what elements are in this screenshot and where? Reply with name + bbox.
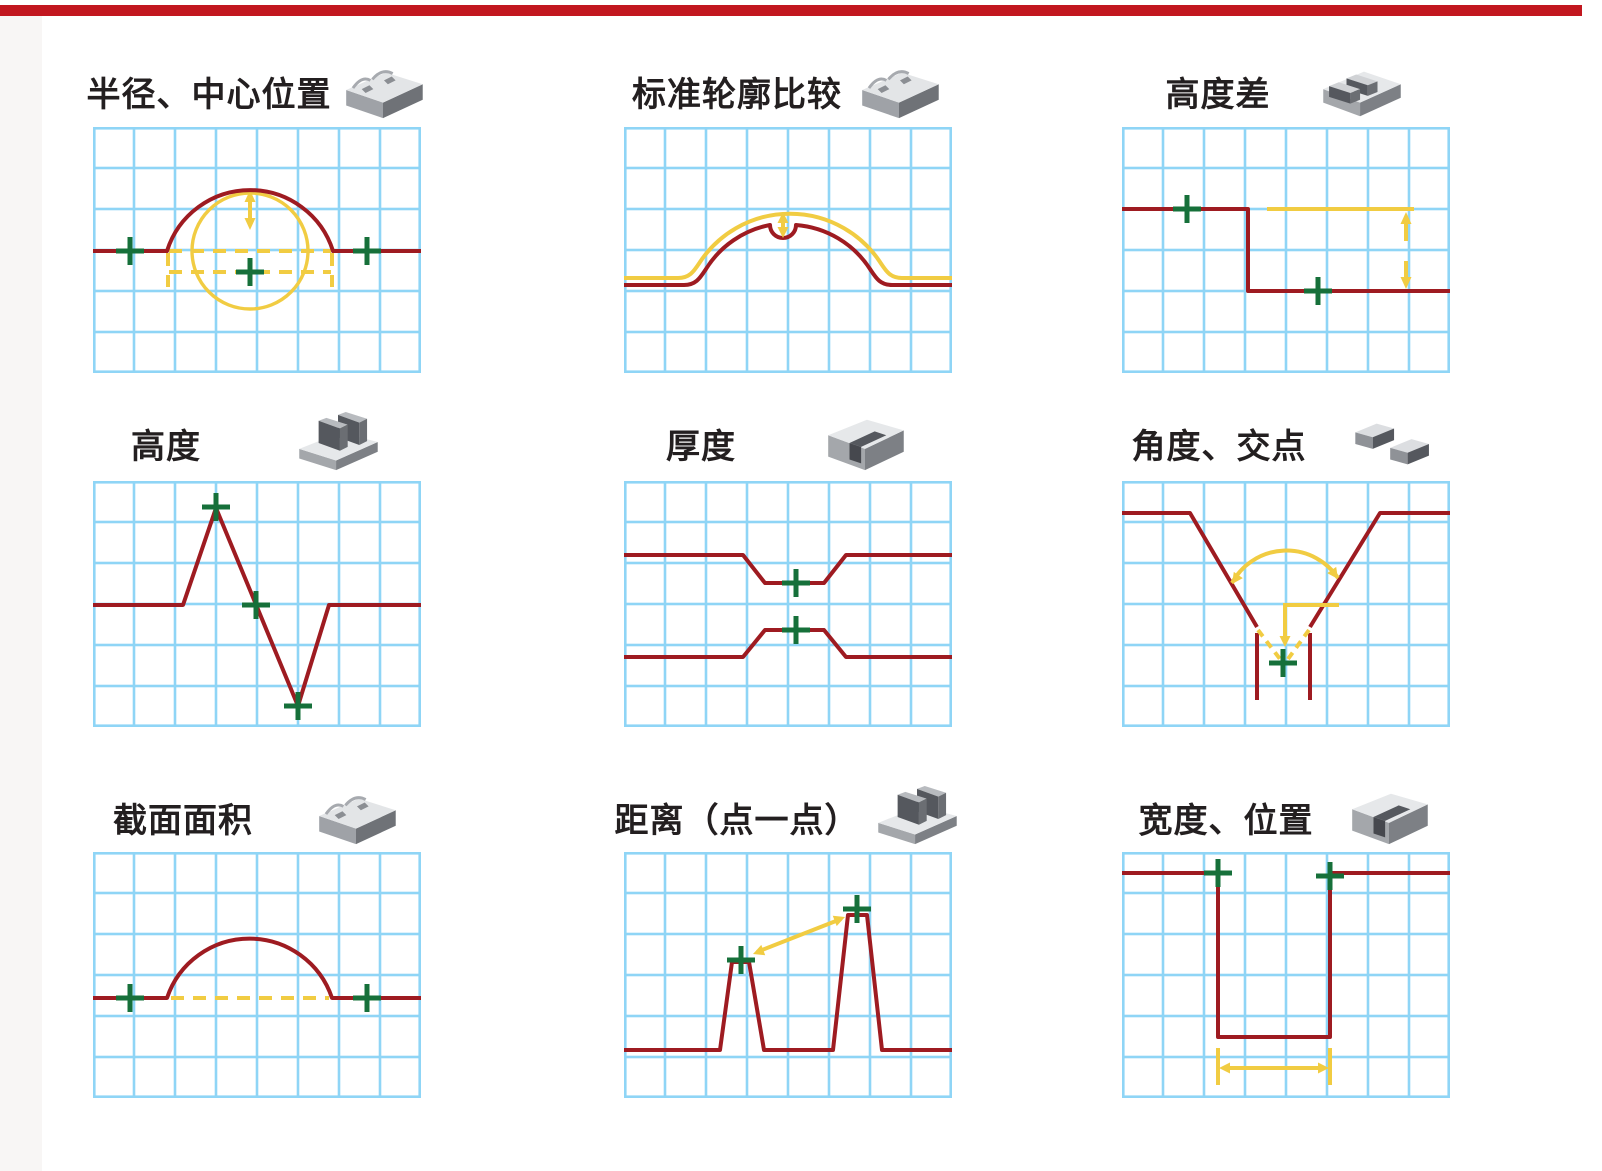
panel-header-thickness: 厚度 [624,410,952,476]
intersection-pointer [1256,603,1339,661]
panel-grid-cross-section-area [93,852,421,1098]
profile-trace [1122,871,1450,1039]
panel-grid-distance-point-point [624,852,952,1098]
fin-block-icon [293,412,383,474]
grid-background [624,852,952,1098]
panel-title: 角度、交点 [1131,427,1307,466]
panel-title: 截面面积 [113,801,253,840]
panel-grid-angle-intersection [1122,481,1450,727]
grid-background [1122,852,1450,1098]
wave-block-icon [311,786,401,848]
measure-point-markers [1204,859,1344,890]
slot-block-icon [1344,786,1434,848]
panel-header-height: 高度 [93,410,421,476]
panel-title: 高度差 [1165,75,1271,114]
profile-trace [93,188,421,253]
distance-arrow [753,915,845,956]
angle-arc-arrow [1230,548,1340,584]
panel-title: 标准轮廓比较 [632,75,842,114]
panel-title: 半径、中心位置 [86,75,332,114]
measurement-annotations [166,190,334,311]
panel-title: 厚度 [666,427,736,466]
deviation-arrow [777,212,789,238]
reference-profile [624,211,952,280]
grid-background [93,852,421,1098]
panel-header-angle-intersection: 角度、交点 [1122,410,1450,476]
measure-point-markers [782,569,810,644]
grid-background [624,481,952,727]
panel-header-distance-point-point: 距离（点一点） [615,784,952,850]
fin-block-icon [872,786,962,848]
page-accent-bar [0,5,1582,16]
grid-background [1122,127,1450,373]
panel-header-profile-compare: 标准轮廓比较 [624,58,952,124]
measure-point-markers [727,895,871,974]
height-difference-arrows [1267,207,1414,289]
page-left-margin [0,16,42,1171]
wave-block-icon [854,60,944,122]
grid-background [624,127,952,373]
step-block-icon [1317,60,1407,122]
profile-trace [624,913,952,1052]
profile-trace [93,936,421,1000]
panel-header-radius-center: 半径、中心位置 [87,58,421,124]
panel-grid-profile-compare [624,127,952,373]
measure-point-markers [1173,195,1332,305]
panel-header-cross-section-area: 截面面积 [93,784,421,850]
slot-block-icon [820,412,910,474]
panel-header-height-difference: 高度差 [1122,58,1450,124]
profile-trace [1122,511,1450,700]
panel-header-width-position: 宽度、位置 [1122,784,1450,850]
measure-point-marker [1269,649,1297,677]
panel-grid-thickness [624,481,952,727]
panel-grid-height [93,481,421,727]
panel-title: 距离（点一点） [614,801,860,840]
profile-trace [624,223,952,287]
panel-grid-height-difference [1122,127,1450,373]
measure-point-markers [202,493,312,720]
panel-title: 宽度、位置 [1138,801,1314,840]
measure-point-markers [116,984,381,1012]
width-arrow [1216,1048,1332,1085]
panel-grid-radius-center [93,127,421,373]
two-bars-icon [1351,412,1441,474]
panel-grid-width-position [1122,852,1450,1098]
wave-block-icon [338,60,428,122]
measure-point-markers [116,237,381,286]
panel-title: 高度 [131,427,201,466]
